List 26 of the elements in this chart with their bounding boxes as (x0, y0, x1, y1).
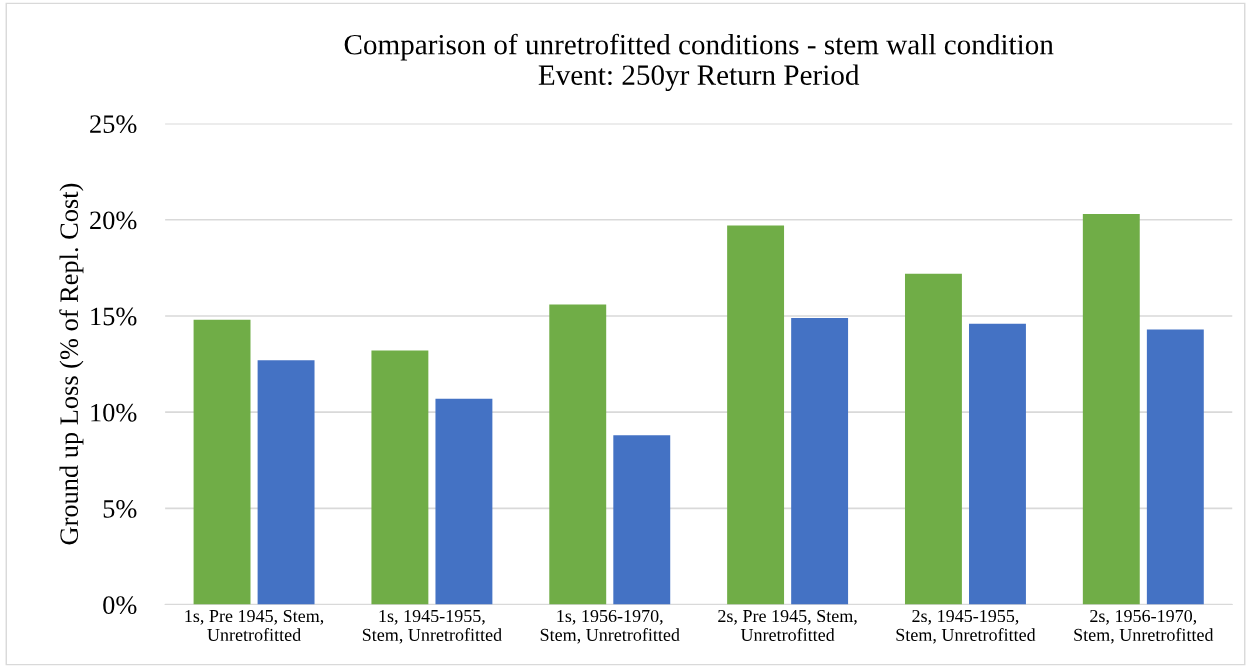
y-tick-label: 10% (91, 403, 137, 422)
x-tick-label: 1s, 1956-1970, Stem, Unretrofitted (540, 609, 680, 644)
bar (1082, 214, 1140, 605)
bar (371, 350, 429, 605)
bar (727, 225, 785, 605)
y-tick-label: 5% (103, 499, 137, 518)
bar (435, 398, 493, 605)
y-axis-title: Ground up Loss (% of Repl. Cost) (59, 183, 84, 545)
x-tick-label: 2s, 1945-1955, Stem, Unretrofitted (896, 609, 1036, 644)
bar (193, 319, 251, 605)
x-tick-label: 1s, Pre 1945, Stem, Unretrofitted (185, 609, 324, 641)
bar (549, 304, 607, 605)
chart-title: Comparison of unretrofitted conditions - stem wall condition Event: 250yr Return Period (344, 33, 1054, 91)
y-tick-label: 25% (90, 115, 137, 134)
bar (791, 317, 849, 605)
y-tick-label: 20% (90, 211, 137, 230)
bar (257, 360, 315, 605)
bar (613, 435, 671, 605)
x-tick-label: 2s, 1956-1970, Stem, Unretrofitted (1074, 609, 1214, 644)
y-tick-label: 0% (103, 596, 137, 615)
x-tick-label: 1s, 1945-1955, Stem, Unretrofitted (362, 609, 502, 644)
bar (969, 323, 1026, 605)
bar (1146, 329, 1204, 605)
bar (904, 273, 962, 605)
y-tick-label: 15% (91, 307, 137, 326)
x-tick-label: 2s, Pre 1945, Stem, Unretrofitted (718, 609, 857, 641)
